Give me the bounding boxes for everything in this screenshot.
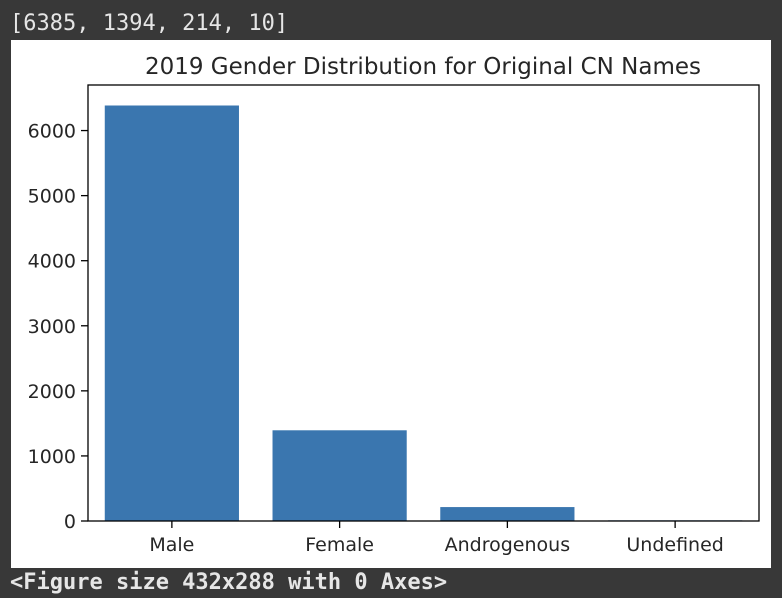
x-tick-label: Female [305,534,374,556]
y-tick-label: 5000 [28,186,76,208]
axes-frame [87,84,760,522]
y-tick-label: 1000 [28,446,76,468]
bar-female [272,430,407,521]
x-tick-label: Male [149,534,194,556]
y-tick-label: 2000 [28,381,76,403]
y-tick-label: 3000 [28,316,76,338]
bar-androgenous [440,507,575,521]
bar-chart: 2019 Gender Distribution for Original CN… [28,54,760,556]
figure-size-output: <Figure size 432x288 with 0 Axes> [10,570,448,595]
y-tick-label: 0 [64,511,76,533]
x-tick-label: Androgenous [445,534,570,556]
chart-title: 2019 Gender Distribution for Original CN… [145,54,701,80]
bar-male [104,105,239,521]
output-list-text: [6385, 1394, 214, 10] [10,11,289,36]
plot-area: 0 1000 2000 3000 4000 5000 6000 Male Female Andro… [28,84,760,556]
y-tick-label: 4000 [28,251,76,273]
figure-canvas: 2019 Gender Distribution for Original CN… [11,40,771,568]
x-tick-label: Undefined [626,534,723,556]
y-tick-label: 6000 [28,121,76,143]
